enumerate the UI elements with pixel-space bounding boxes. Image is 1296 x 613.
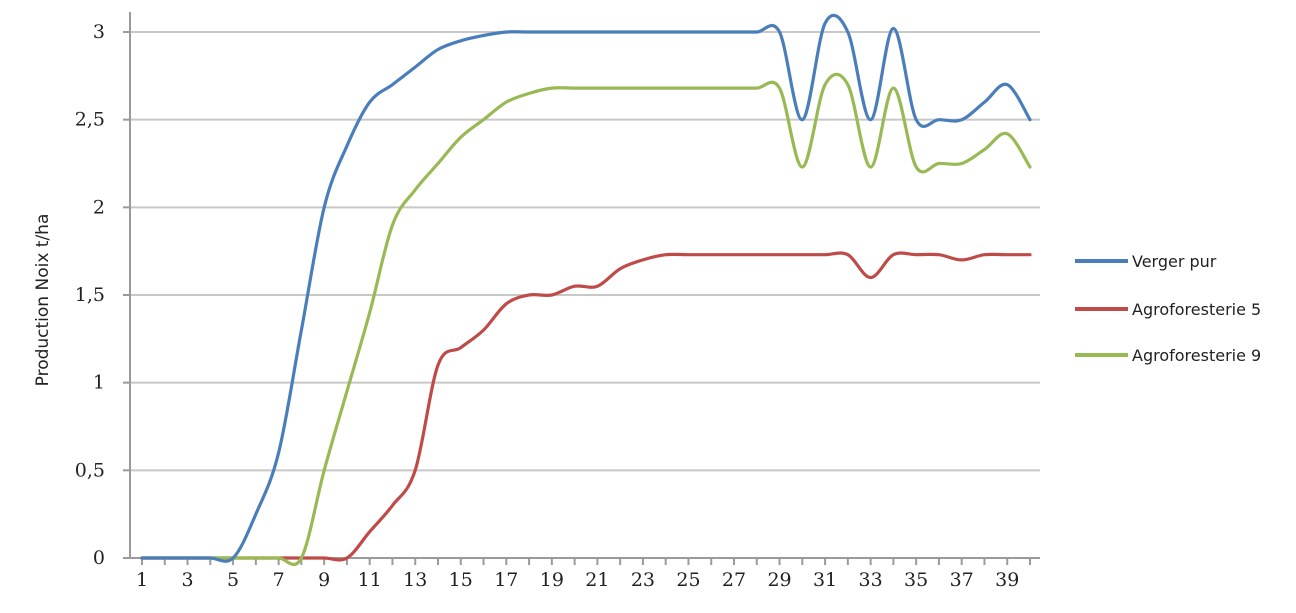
y-tick-label: 1,5 [75, 284, 105, 306]
series-line-0 [140, 13, 1032, 563]
gridlines [130, 31, 1040, 472]
x-tick-label: 9 [318, 569, 330, 591]
x-tick-label: 33 [859, 569, 883, 591]
y-tick-labels: 0 0,5 1 1,5 2 2,5 3 [75, 21, 105, 569]
y-tick-label: 0,5 [75, 459, 105, 481]
axes [123, 12, 1040, 565]
y-tick-label: 2,5 [75, 109, 105, 131]
series-line-2 [140, 72, 1032, 567]
x-tick-label: 13 [403, 569, 427, 591]
x-tick-label: 7 [273, 569, 285, 591]
x-tick-label: 21 [585, 569, 609, 591]
legend-label-0: Verger pur [1132, 252, 1217, 271]
series-line-1 [140, 251, 1032, 562]
x-tick-label: 29 [767, 569, 791, 591]
x-tick-label: 1 [136, 569, 148, 591]
x-tick-label: 15 [449, 569, 473, 591]
y-tick-label: 3 [93, 21, 105, 43]
legend-label-2: Agroforesterie 9 [1132, 346, 1261, 365]
legend: Verger pur Agroforesterie 5 Agroforesterie… [1075, 252, 1261, 365]
x-tick-label: 11 [358, 569, 382, 591]
y-axis-title: Production Noix t/ha [33, 214, 53, 387]
x-tick-label: 5 [227, 569, 239, 591]
x-tick-label: 3 [181, 569, 193, 591]
y-tick-label: 1 [93, 372, 105, 394]
series-lines [140, 13, 1032, 567]
x-tick-label: 31 [813, 569, 837, 591]
y-tick-label: 0 [93, 547, 105, 569]
x-tick-label: 23 [631, 569, 655, 591]
x-tick-labels: 1 3 5 7 9 11 13 15 17 19 21 23 25 27 29 31 33 35 37 39 [136, 569, 1019, 591]
x-tick-label: 35 [904, 569, 928, 591]
x-tick-label: 19 [540, 569, 564, 591]
x-tick-label: 25 [676, 569, 700, 591]
x-tick-label: 39 [995, 569, 1019, 591]
x-tick-label: 37 [950, 569, 974, 591]
x-tick-label: 17 [494, 569, 518, 591]
x-tick-label: 27 [722, 569, 746, 591]
legend-label-1: Agroforesterie 5 [1132, 300, 1261, 319]
y-tick-label: 2 [93, 196, 105, 218]
